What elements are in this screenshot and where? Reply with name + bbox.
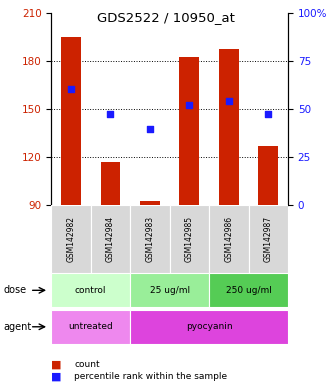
Text: GSM142987: GSM142987 (264, 216, 273, 262)
Point (187, 101, 192, 108)
Bar (130, 310, 288, 344)
Bar (51, 310, 130, 344)
Point (226, 98, 231, 104)
Text: GDS2522 / 10950_at: GDS2522 / 10950_at (97, 12, 234, 25)
Bar (61, 38, 81, 205)
Bar (219, 49, 239, 205)
Text: 250 ug/ml: 250 ug/ml (226, 286, 271, 295)
Text: ■: ■ (51, 360, 62, 370)
Text: GSM142984: GSM142984 (106, 216, 115, 262)
Bar (179, 56, 199, 205)
Text: count: count (74, 360, 100, 369)
Text: pyocyanin: pyocyanin (186, 322, 232, 331)
Bar (130, 273, 209, 307)
Bar (101, 162, 120, 205)
Text: GSM142986: GSM142986 (224, 216, 233, 262)
Text: GSM142982: GSM142982 (67, 216, 75, 262)
Point (265, 111, 271, 118)
Text: agent: agent (3, 322, 31, 332)
Bar (209, 205, 249, 273)
Bar (130, 205, 169, 273)
Text: dose: dose (3, 285, 26, 295)
Bar (51, 205, 91, 273)
Bar (209, 273, 288, 307)
Text: control: control (75, 286, 107, 295)
Text: GSM142985: GSM142985 (185, 216, 194, 262)
Point (147, 126, 153, 132)
Point (108, 111, 113, 118)
Bar (91, 205, 130, 273)
Bar (51, 273, 130, 307)
Text: percentile rank within the sample: percentile rank within the sample (74, 372, 228, 381)
Text: 25 ug/ml: 25 ug/ml (150, 286, 190, 295)
Text: ■: ■ (51, 371, 62, 381)
Bar (169, 205, 209, 273)
Point (69, 86, 74, 92)
Bar (259, 146, 278, 205)
Text: GSM142983: GSM142983 (145, 216, 155, 262)
Bar (140, 200, 160, 205)
Text: untreated: untreated (69, 322, 113, 331)
Bar (249, 205, 288, 273)
